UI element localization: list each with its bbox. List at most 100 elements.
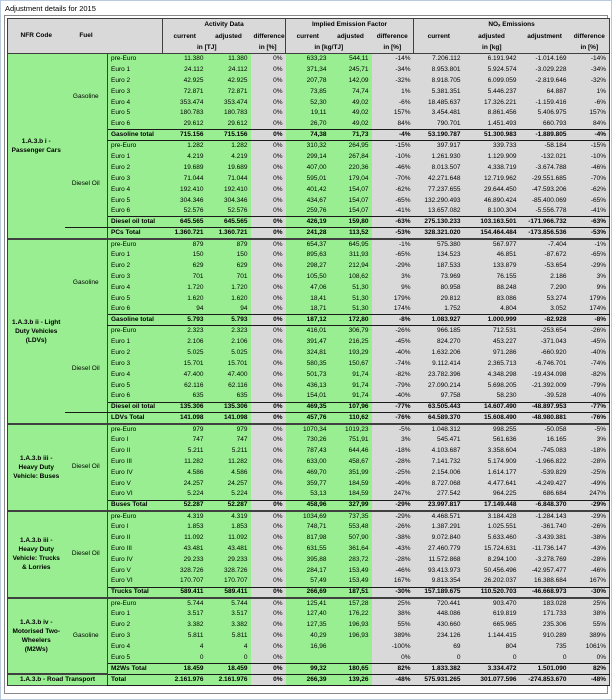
value-cell: 171.733	[519, 608, 570, 620]
value-cell: -28%	[569, 554, 610, 566]
value-cell: 8.100.304	[463, 205, 520, 217]
value-cell: 9%	[371, 282, 414, 294]
value-cell: 4.586	[162, 467, 207, 479]
value-cell: 0%	[250, 478, 286, 490]
table-panel: NFR Code Fuel Activity Data Implied Emis…	[4, 15, 611, 694]
value-cell: 187,12	[285, 314, 330, 327]
value-cell: -48%	[371, 673, 414, 686]
value-cell: -70%	[569, 173, 610, 185]
value-cell: 879	[162, 237, 207, 250]
value-cell: 29.612	[162, 118, 207, 130]
value-cell: -65%	[569, 195, 610, 206]
value-cell: 266,39	[285, 673, 330, 686]
value-cell: 51,30	[329, 282, 372, 294]
value-cell: 5.224	[162, 489, 207, 501]
header-activity-adjusted: adjusted	[206, 31, 251, 43]
value-cell: 52.576	[162, 205, 207, 217]
value-cell: 544,11	[329, 53, 372, 65]
header-nox-difference: difference	[569, 31, 610, 43]
vehicle-class-cell: Euro IV	[107, 467, 163, 479]
value-cell: 82%	[569, 662, 610, 675]
value-cell: -41%	[371, 205, 414, 217]
value-cell: 72.871	[206, 86, 251, 98]
vehicle-class-cell: Euro 3	[107, 173, 163, 185]
value-cell: 17.149.448	[463, 499, 520, 512]
value-cell: 1.083.927	[413, 314, 464, 327]
value-cell: -28%	[371, 456, 414, 468]
value-cell: 0%	[250, 641, 286, 653]
vehicle-class-cell: Euro 4	[107, 282, 163, 294]
value-cell: -38%	[371, 532, 414, 544]
value-cell: 635	[206, 391, 251, 402]
value-cell: 589.411	[162, 586, 207, 599]
value-cell: 299,14	[285, 151, 330, 163]
value-cell: 998.255	[463, 422, 520, 435]
vehicle-class-cell: Euro 3	[107, 86, 163, 98]
table-row: Euro 1 24.112 24.112 0% 371,34 245,71 -34% 8.95…	[8, 64, 610, 76]
value-cell: -3.439.381	[519, 532, 570, 544]
value-cell: 1.720	[206, 282, 251, 294]
value-cell: -45%	[569, 336, 610, 348]
value-cell: 359,77	[285, 478, 330, 490]
value-cell: 15.724.631	[463, 543, 520, 555]
value-cell: -32%	[569, 75, 610, 87]
value-cell: 127,35	[285, 619, 330, 631]
value-cell: 430.660	[413, 619, 464, 631]
value-cell: 127,40	[285, 608, 330, 620]
vehicle-class-cell: Euro 1	[107, 151, 163, 163]
value-cell: 16.165	[519, 434, 570, 446]
value-cell: 27.090.214	[413, 380, 464, 392]
value-cell: 150	[162, 249, 207, 261]
vehicle-class-cell: PCs Total	[107, 227, 163, 240]
value-cell: -1.284.143	[519, 509, 570, 522]
table-row: Euro IV 29.233 29.233 0% 395,88 283,72 -28% 11.…	[8, 554, 610, 566]
value-cell: -49%	[371, 478, 414, 490]
vehicle-class-cell: pre-Euro	[107, 597, 163, 609]
value-cell: -62%	[569, 184, 610, 196]
value-cell: 304.346	[162, 195, 207, 206]
value-cell: 0%	[250, 369, 286, 381]
value-cell: 11.380	[206, 53, 251, 65]
value-cell: 507,90	[329, 532, 372, 544]
vehicle-class-cell: Euro II	[107, 532, 163, 544]
value-cell: 301.077.596	[463, 673, 520, 686]
value-cell: -21.392.009	[519, 380, 570, 392]
value-cell: 458,67	[329, 456, 372, 468]
value-cell: 84%	[371, 118, 414, 130]
value-cell: 5.633.460	[463, 532, 520, 544]
table-row: Euro 1 150 150 0% 895,63 311,93 -65% 134.523 46.…	[8, 249, 610, 261]
table-row: Euro 5 0 0 0% 0% 0 0 0 0%	[8, 652, 610, 664]
value-cell: 179,04	[329, 173, 372, 185]
value-cell: 0%	[250, 86, 286, 98]
value-cell: -70%	[371, 173, 414, 185]
value-cell: 1.129.909	[463, 151, 520, 163]
value-cell: -100%	[371, 641, 414, 653]
table-row: Euro 3 71.044 71.044 0% 595,01 179,04 -70% 42.2…	[8, 173, 610, 185]
value-cell: 0%	[250, 184, 286, 196]
value-cell: -46.668.973	[519, 586, 570, 599]
value-cell: 0%	[250, 205, 286, 217]
value-cell: -87.672	[519, 249, 570, 261]
value-cell: 6.099.059	[463, 75, 520, 87]
value-cell: 2.154.006	[413, 467, 464, 479]
value-cell: 25%	[371, 597, 414, 609]
vehicle-class-cell: Euro 1	[107, 336, 163, 348]
value-cell: 91,74	[329, 369, 372, 381]
value-cell: 645.565	[206, 216, 251, 229]
header-class	[107, 18, 163, 54]
value-cell: 3.517	[162, 608, 207, 620]
header-group-activity: Activity Data	[161, 18, 286, 32]
value-cell: 113,52	[329, 227, 372, 240]
value-cell: 0%	[250, 576, 286, 588]
value-cell: -29%	[371, 260, 414, 272]
value-cell: 2.365.713	[463, 358, 520, 370]
value-cell: -14%	[371, 53, 414, 65]
vehicle-class-cell: Euro 2	[107, 162, 163, 174]
value-cell: -77%	[371, 401, 414, 414]
value-cell: -45%	[371, 336, 414, 348]
value-cell: 69	[413, 641, 464, 653]
value-cell: 1.752	[413, 303, 464, 315]
value-cell: 747	[206, 434, 251, 446]
value-cell: 0	[162, 652, 207, 664]
value-cell: 184,59	[329, 489, 372, 501]
